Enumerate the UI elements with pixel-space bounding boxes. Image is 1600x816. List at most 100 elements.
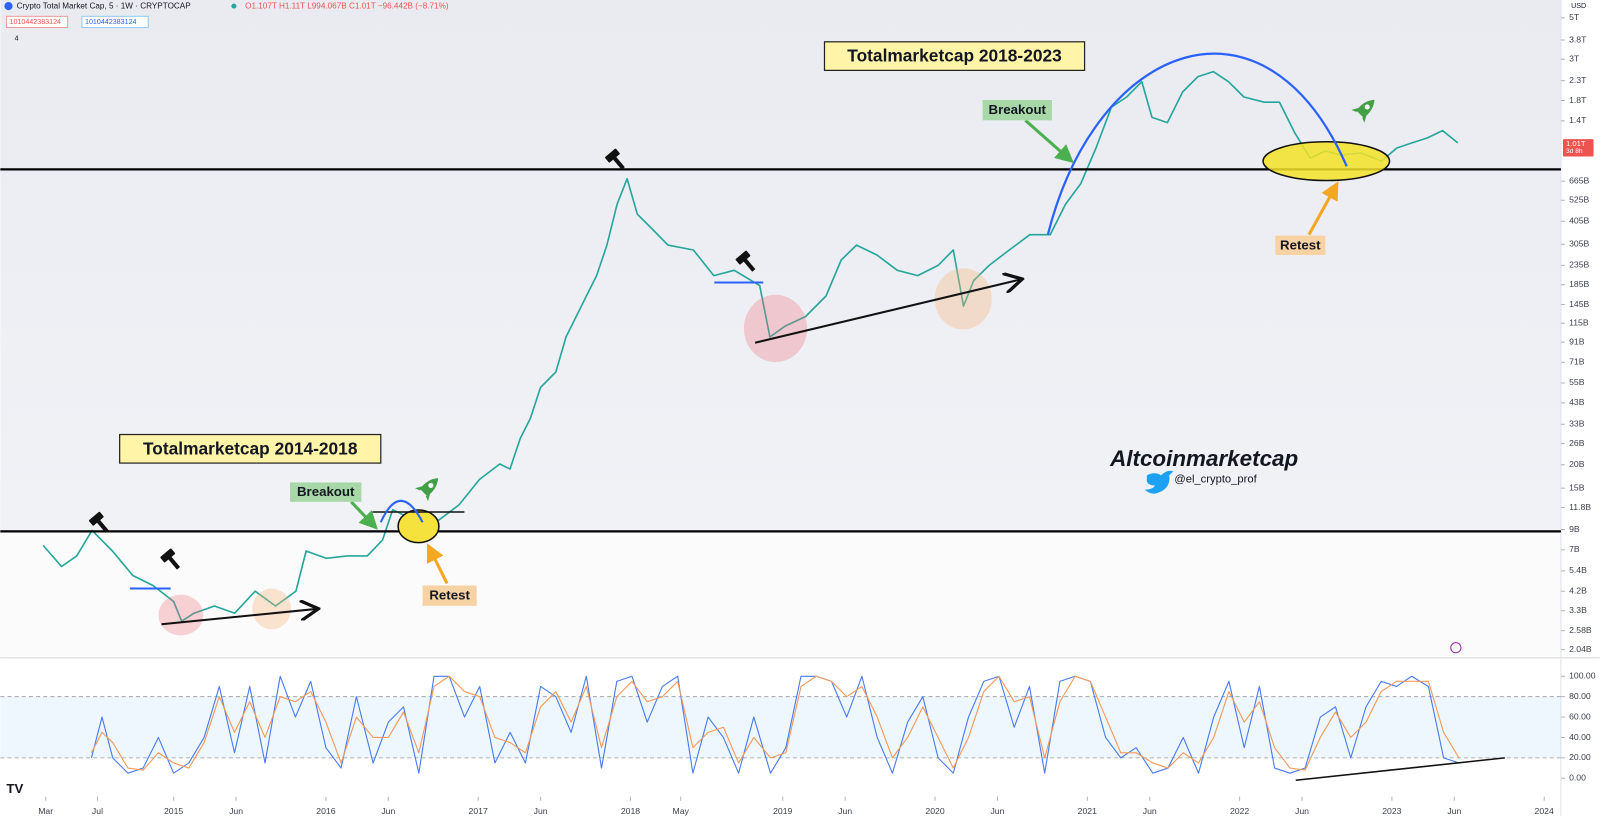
x-tick-label: Jun bbox=[1143, 806, 1157, 816]
indicator-count: 4 bbox=[15, 35, 19, 43]
x-tick-label: Jun bbox=[990, 806, 1004, 816]
x-tick-label: 2015 bbox=[164, 806, 183, 816]
last-price-marker bbox=[1562, 139, 1594, 157]
period-title: Totalmarketcap 2014-2018 bbox=[143, 438, 358, 458]
zone-highlight bbox=[743, 294, 808, 363]
breakout-arrow bbox=[1024, 119, 1074, 164]
retest-label: Retest bbox=[1280, 237, 1321, 252]
x-tick-label: Jun bbox=[381, 806, 395, 816]
y-tick-label: 15B bbox=[1569, 482, 1585, 492]
label-box bbox=[422, 585, 477, 606]
annotations: Totalmarketcap 2018-2023 Totalmarketcap … bbox=[0, 41, 1561, 782]
y-tick-label: 5.4B bbox=[1569, 565, 1587, 575]
y-tick-label: 4.2B bbox=[1569, 586, 1587, 596]
rocket-icons bbox=[415, 99, 1375, 502]
y-tick-label: 1.4T bbox=[1569, 115, 1587, 125]
y-tick-label: 665B bbox=[1569, 175, 1589, 185]
zone-highlight bbox=[158, 594, 204, 636]
symbol-icon bbox=[4, 2, 13, 11]
input-box[interactable] bbox=[81, 15, 149, 29]
title-box bbox=[823, 41, 1086, 71]
y-tick-label: 80.00 bbox=[1569, 691, 1591, 701]
retest-ellipse bbox=[1262, 141, 1391, 182]
y-tick-label: 235B bbox=[1569, 260, 1589, 270]
label-box bbox=[290, 482, 362, 502]
series-line bbox=[90, 675, 1460, 771]
brand-text: Altcoinmarketcap bbox=[1109, 446, 1298, 471]
x-tick-label: 2016 bbox=[316, 806, 335, 816]
y-tick-label: 20.00 bbox=[1569, 752, 1591, 762]
arc bbox=[379, 500, 424, 523]
retest-arrow bbox=[1307, 181, 1339, 236]
event-icon[interactable] bbox=[1450, 642, 1462, 654]
ohlc-values: O1.107T H1.11T L994.067B C1.01T −96.442B… bbox=[245, 1, 449, 10]
y-tick-label: 40.00 bbox=[1569, 732, 1591, 742]
y-tick-label: 2.04B bbox=[1569, 644, 1592, 654]
countdown-label: 3d 8h bbox=[1566, 148, 1583, 155]
x-tick-label: Jul bbox=[92, 806, 103, 816]
y-tick-label: 5T bbox=[1569, 12, 1580, 22]
y-tick-label: 71B bbox=[1569, 357, 1585, 367]
y-tick-label: 55B bbox=[1569, 377, 1585, 387]
y-tick-label: 3.8T bbox=[1569, 34, 1587, 44]
logo: TV bbox=[6, 781, 23, 796]
zone-highlight bbox=[252, 588, 292, 630]
y-tick-label: 91B bbox=[1569, 336, 1585, 346]
y-tick-label: 0.00 bbox=[1569, 773, 1586, 783]
y-tick-label: 33B bbox=[1569, 419, 1585, 429]
x-tick-label: 2018 bbox=[621, 806, 640, 816]
y-tick-label: 1.8T bbox=[1569, 95, 1587, 105]
y-tick-label: 7B bbox=[1569, 544, 1580, 554]
series-line bbox=[90, 675, 1460, 774]
input-value: 1010442383124 bbox=[10, 18, 62, 26]
x-tick-label: Jun bbox=[838, 806, 852, 816]
stoch-trendline bbox=[1295, 757, 1505, 782]
y-tick-label: 60.00 bbox=[1569, 711, 1591, 721]
y-tick-label: 145B bbox=[1569, 299, 1589, 309]
y-tick-label: 9B bbox=[1569, 524, 1580, 534]
input-value: 1010442383124 bbox=[85, 18, 137, 26]
retest-arrow bbox=[427, 543, 449, 585]
status-dot bbox=[231, 3, 237, 9]
y-tick-label: 115B bbox=[1569, 318, 1589, 328]
x-tick-label: Jun bbox=[1447, 806, 1461, 816]
x-tick-label: 2021 bbox=[1078, 806, 1097, 816]
x-tick-label: Mar bbox=[38, 806, 53, 816]
label-box bbox=[982, 99, 1052, 121]
header: Crypto Total Market Cap, 5 · 1W · CRYPTO… bbox=[4, 1, 1586, 796]
y-tick-label: 3.3B bbox=[1569, 605, 1587, 615]
x-tick-label: 2019 bbox=[773, 806, 792, 816]
x-tick-label: 2017 bbox=[469, 806, 488, 816]
x-tick-label: Jun bbox=[229, 806, 243, 816]
y-tick-label: 305B bbox=[1569, 239, 1589, 249]
currency: USD bbox=[1571, 2, 1586, 10]
x-tick-label: 2023 bbox=[1382, 806, 1401, 816]
x-tick-label: May bbox=[673, 806, 690, 816]
x-tick-label: Jun bbox=[534, 806, 548, 816]
hammer-icons bbox=[88, 148, 756, 570]
series-line bbox=[42, 70, 1459, 622]
x-tick-label: 2020 bbox=[925, 806, 944, 816]
y-tick-label: 11.8B bbox=[1569, 502, 1591, 512]
y-tick-label: 20B bbox=[1569, 459, 1585, 469]
y-tick-label: 100.00 bbox=[1569, 671, 1596, 681]
breakout-arrow bbox=[350, 500, 378, 530]
title-box bbox=[119, 433, 382, 464]
handle-text: @el_crypto_prof bbox=[1174, 473, 1257, 485]
retest-ellipse bbox=[397, 509, 440, 544]
input-box[interactable] bbox=[5, 15, 69, 29]
last-price-label: 1.01T bbox=[1566, 139, 1586, 148]
breakout-label: Breakout bbox=[297, 484, 355, 499]
period-title: Totalmarketcap 2018-2023 bbox=[847, 46, 1062, 66]
y-tick-label: 2.3T bbox=[1569, 75, 1587, 85]
lower-zone-bg bbox=[0, 531, 1561, 656]
y-tick-label: 185B bbox=[1569, 279, 1589, 289]
arc bbox=[1046, 52, 1348, 235]
zone-highlight bbox=[934, 268, 992, 330]
label-box bbox=[1275, 235, 1326, 255]
y-tick-label: 26B bbox=[1569, 438, 1585, 448]
symbol-title: Crypto Total Market Cap, 5 · 1W · CRYPTO… bbox=[17, 1, 192, 10]
data-layer bbox=[0, 17, 1566, 801]
y-tick-label: 525B bbox=[1569, 195, 1589, 205]
